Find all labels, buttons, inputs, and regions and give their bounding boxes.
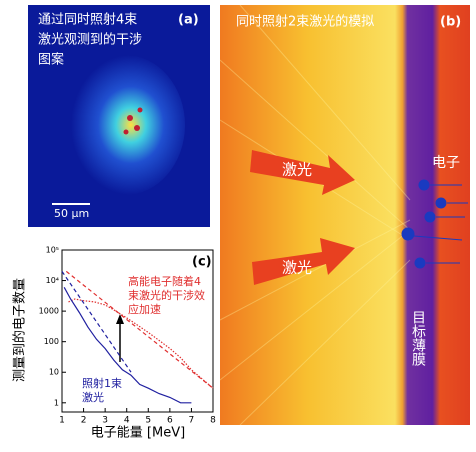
hot-spots — [123, 107, 143, 135]
annotation: 束激光的干涉效 — [128, 288, 205, 302]
annotation: 照射1束 — [82, 376, 122, 390]
x-axis-label: 电子能量 [MeV] — [91, 426, 185, 441]
series-line — [65, 270, 214, 389]
arrow-head — [116, 314, 124, 324]
panel-label: (b) — [440, 15, 461, 30]
x-tick-label: 8 — [210, 416, 216, 426]
y-axis-label: 测量到的电子数量 — [12, 278, 28, 382]
x-tick-label: 6 — [167, 416, 173, 426]
x-tick-label: 3 — [102, 416, 108, 426]
x-tick-label: 2 — [81, 416, 87, 426]
y-tick-label: 10 — [49, 368, 59, 377]
y-tick-label: 100 — [44, 337, 59, 346]
plot-area — [61, 249, 214, 413]
interference-pattern — [65, 55, 185, 195]
annotation: 激光 — [82, 390, 104, 404]
caption: 通过同时照射4束 — [38, 12, 137, 28]
series-line — [68, 298, 214, 389]
beam-pattern — [219, 4, 411, 426]
laser-label: 激光 — [282, 161, 312, 179]
series-line — [61, 271, 132, 373]
scale-label: 50 μm — [54, 207, 89, 220]
electrons — [401, 179, 468, 269]
annotation: 高能电子随着4 — [128, 274, 201, 288]
laser-arrow — [250, 150, 355, 195]
caption: 激光观测到的干涉 — [38, 32, 142, 48]
y-tick-label: 10⁵ — [46, 246, 59, 255]
x-tick-label: 5 — [145, 416, 151, 426]
panel-title: 同时照射2束激光的模拟 — [236, 14, 374, 30]
annotation: 应加速 — [128, 302, 161, 316]
laser-arrow — [252, 238, 355, 285]
y-tick-label: 1000 — [39, 307, 59, 316]
electron-label: 电子 — [432, 155, 460, 171]
x-tick-label: 1 — [59, 416, 65, 426]
series-line — [63, 287, 192, 404]
x-tick-label: 4 — [124, 416, 130, 426]
y-tick-label: 10⁴ — [46, 276, 59, 285]
y-tick-label: 1 — [54, 398, 59, 407]
caption: 图案 — [38, 53, 64, 68]
panel-label: (c) — [192, 255, 212, 270]
laser-label: 激光 — [282, 259, 312, 277]
target-label: 目标薄膜 — [410, 310, 426, 366]
panel-label: (a) — [178, 13, 199, 28]
x-tick-label: 7 — [189, 416, 195, 426]
